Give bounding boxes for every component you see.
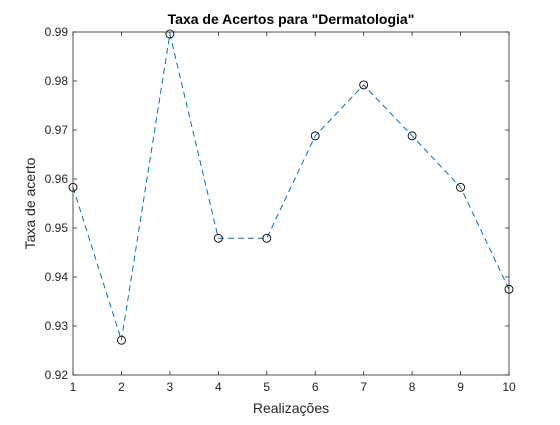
y-tick-label: 0.95 — [45, 221, 69, 235]
y-tick-label: 0.97 — [45, 123, 69, 137]
data-point-marker — [165, 29, 175, 39]
y-axis-ticks: 0.92 0.93 0.94 0.95 0.96 0.97 0.98 0.99 — [45, 25, 509, 382]
x-tick-label: 2 — [118, 380, 125, 394]
data-point-marker — [262, 233, 272, 243]
x-tick-label: 5 — [263, 380, 270, 394]
x-tick-label: 10 — [502, 380, 516, 394]
y-tick-label: 0.93 — [45, 319, 69, 333]
x-axis-label: Realizações — [253, 400, 329, 416]
series-markers — [68, 29, 514, 345]
x-tick-label: 7 — [360, 380, 367, 394]
y-tick-label: 0.92 — [45, 368, 69, 382]
x-tick-label: 6 — [312, 380, 319, 394]
data-point-marker — [116, 335, 126, 345]
data-point-marker — [359, 80, 369, 90]
y-tick-label: 0.98 — [45, 74, 69, 88]
x-tick-label: 9 — [457, 380, 464, 394]
y-tick-label: 0.99 — [45, 25, 69, 39]
data-point-marker — [310, 131, 320, 141]
data-point-marker — [456, 182, 466, 192]
data-point-marker — [213, 233, 223, 243]
chart-title: Taxa de Acertos para "Dermatologia" — [168, 11, 415, 27]
x-tick-label: 8 — [409, 380, 416, 394]
y-tick-label: 0.94 — [45, 270, 69, 284]
x-tick-label: 1 — [70, 380, 77, 394]
plot-area — [73, 32, 509, 375]
x-tick-label: 4 — [215, 380, 222, 394]
series-line — [72, 33, 510, 341]
y-axis-label: Taxa de acerto — [22, 157, 38, 249]
y-tick-label: 0.96 — [45, 172, 69, 186]
x-tick-label: 3 — [167, 380, 174, 394]
data-point-marker — [407, 131, 417, 141]
axes-box — [72, 31, 510, 376]
